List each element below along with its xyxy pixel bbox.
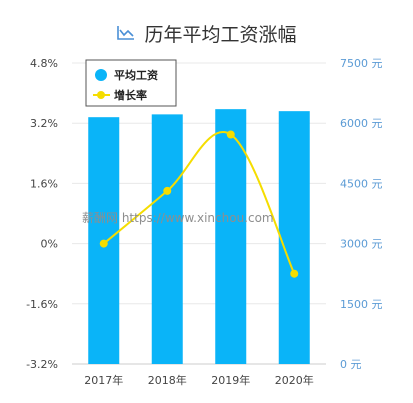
x-tick-label: 2017年 <box>84 373 123 387</box>
line-point[interactable] <box>99 239 108 248</box>
y-left-tick-label: -3.2% <box>26 358 58 371</box>
bar[interactable] <box>151 114 183 364</box>
legend[interactable]: 平均工资 增长率 <box>85 59 177 107</box>
legend-marker-bar <box>95 69 107 81</box>
y-left-tick-label: 3.2% <box>30 117 58 130</box>
bar-series <box>88 109 310 365</box>
watermark: 薪酬网 https://www.xinchou.com <box>82 211 274 225</box>
y-axis-left: 4.8% 3.2% 1.6% 0% -1.6% -3.2% <box>26 57 58 371</box>
y-right-tick-label: 0 元 <box>340 358 362 371</box>
y-axis-right: 7500 元 6000 元 4500 元 3000 元 1500 元 0 元 <box>340 57 383 371</box>
line-point[interactable] <box>290 269 299 278</box>
line-point[interactable] <box>163 186 172 195</box>
x-tick-label: 2020年 <box>275 373 314 387</box>
line-series <box>99 130 299 278</box>
legend-label-bar[interactable]: 平均工资 <box>114 68 158 82</box>
y-left-tick-label: 4.8% <box>30 57 58 70</box>
y-left-tick-label: 0% <box>41 238 58 251</box>
x-tick-label: 2019年 <box>211 373 250 387</box>
y-left-tick-label: 1.6% <box>30 177 58 190</box>
bar[interactable] <box>278 111 310 364</box>
line-chart-icon <box>117 26 135 40</box>
chart-title: 历年平均工资涨幅 <box>144 23 297 46</box>
line-point[interactable] <box>226 130 235 139</box>
y-right-tick-label: 7500 元 <box>340 57 383 70</box>
growth-rate-line <box>103 131 296 275</box>
y-left-tick-label: -1.6% <box>26 298 58 311</box>
y-right-tick-label: 3000 元 <box>340 238 383 251</box>
x-axis: 2017年 2018年 2019年 2020年 <box>84 373 314 387</box>
chart-header: 历年平均工资涨幅 <box>0 18 413 48</box>
y-right-tick-label: 1500 元 <box>340 298 383 311</box>
y-right-tick-label: 4500 元 <box>340 177 383 190</box>
y-right-tick-label: 6000 元 <box>340 117 383 130</box>
x-tick-label: 2018年 <box>148 373 187 387</box>
bar[interactable] <box>215 109 247 364</box>
legend-marker-dot <box>97 91 105 99</box>
legend-label-line[interactable]: 增长率 <box>114 88 147 102</box>
